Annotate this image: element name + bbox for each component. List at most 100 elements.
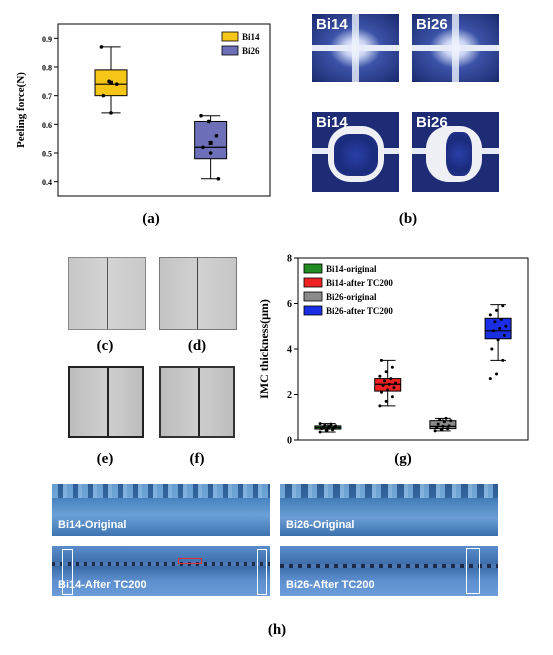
data-point: [488, 313, 492, 317]
box-Bi26-after TC200: [484, 317, 512, 340]
label-c: (c): [96, 338, 114, 354]
photo-e: [68, 366, 144, 438]
legend-label: Bi14-original: [326, 264, 377, 274]
data-point: [436, 422, 440, 426]
legend-swatch: [221, 31, 239, 42]
data-point: [323, 423, 327, 427]
data-point: [488, 377, 492, 381]
y-tick-label: 0.8: [42, 64, 52, 73]
data-point: [439, 428, 443, 432]
data-point: [379, 358, 383, 362]
photo-b-2-label: Bi26: [416, 16, 448, 33]
data-point: [324, 428, 328, 432]
data-point: [206, 119, 211, 124]
box-Bi26-original: [429, 420, 457, 430]
data-point: [331, 428, 335, 432]
chart-a: 0.4 0.5 0.6 0.7 0.8 0.9 Peeling force(N) Bi14 Bi…: [15, 23, 271, 197]
photo-f: [159, 366, 235, 438]
data-point: [501, 358, 505, 362]
legend-label: Bi14-after TC200: [326, 278, 393, 288]
data-point: [491, 329, 495, 333]
data-point: [446, 427, 450, 431]
data-point: [435, 425, 439, 429]
y-tick-label: 0.7: [42, 92, 52, 101]
micro-h-1-label: Bi14-Original: [58, 519, 127, 531]
label-g: (g): [394, 451, 412, 467]
chart-g: 0 2 4 6 8 IMC thickness(μm) Bi14-original Bi14-…: [257, 254, 529, 447]
data-point: [504, 324, 508, 328]
micro-h-4: Bi26-After TC200: [280, 546, 498, 596]
data-point: [381, 383, 385, 387]
data-point: [378, 374, 382, 378]
data-point: [433, 429, 437, 433]
data-point: [390, 395, 394, 399]
data-point: [394, 381, 397, 385]
photo-d: [159, 257, 237, 330]
data-point: [216, 177, 221, 181]
y-axis-label: Peeling force(N): [15, 72, 27, 148]
data-point: [392, 386, 396, 390]
micro-h-2-label: Bi26-Original: [286, 519, 355, 531]
legend-label: Bi26-after TC200: [326, 306, 393, 316]
data-point: [318, 430, 322, 434]
label-d: (d): [187, 338, 207, 354]
data-point: [379, 390, 383, 394]
data-point: [447, 424, 451, 428]
micro-h-2: Bi26-Original: [280, 484, 498, 536]
data-point: [444, 416, 448, 420]
data-point: [114, 82, 119, 86]
data-point: [438, 418, 442, 422]
y-tick-label: 2: [287, 390, 292, 401]
data-point: [387, 382, 391, 386]
micro-h-4-label: Bi26-After TC200: [286, 579, 375, 591]
data-point: [334, 424, 338, 428]
label-h: (h): [267, 622, 287, 638]
legend-swatch: [221, 45, 239, 56]
legend-swatch: [303, 291, 323, 302]
mean-marker: [208, 140, 213, 145]
y-tick-label: 4: [287, 345, 292, 356]
y-tick-label: 0.6: [42, 121, 52, 130]
photo-b-4: Bi26: [412, 112, 499, 192]
data-point: [383, 379, 387, 383]
photo-b-4-label: Bi26: [416, 114, 448, 131]
data-point: [109, 111, 113, 115]
data-point: [449, 419, 453, 423]
y-tick-label: 0.4: [42, 178, 52, 187]
legend-label: Bi14: [242, 32, 260, 42]
photo-b-3-label: Bi14: [316, 114, 348, 131]
label-b: (b): [398, 211, 418, 227]
data-point: [493, 320, 497, 324]
y-tick-label: 0: [287, 436, 292, 447]
label-e: (e): [96, 451, 114, 467]
data-point: [501, 304, 505, 308]
y-tick-label: 0.9: [42, 35, 52, 44]
micro-h-3: Bi14-After TC200: [52, 546, 270, 596]
legend-swatch: [303, 305, 323, 316]
data-point: [101, 93, 106, 98]
photo-b-1: Bi14: [312, 14, 399, 82]
photo-b-3: Bi14: [312, 112, 399, 192]
y-tick-label: 8: [287, 254, 292, 265]
photo-b-1-label: Bi14: [316, 16, 348, 33]
legend-swatch: [303, 277, 323, 288]
data-point: [321, 425, 325, 429]
data-point: [384, 370, 388, 374]
label-f: (f): [189, 451, 205, 467]
data-point: [495, 372, 499, 376]
y-axis-label: IMC thickness(μm): [257, 299, 271, 399]
micro-h-3-label: Bi14-After TC200: [58, 579, 147, 591]
data-point: [199, 113, 203, 118]
y-tick-label: 0.5: [42, 150, 52, 159]
data-point: [442, 420, 446, 424]
data-point: [99, 45, 104, 49]
photo-b-2: Bi26: [412, 14, 499, 82]
data-point: [384, 399, 388, 403]
plot-frame: [57, 23, 271, 197]
data-point: [441, 424, 445, 428]
data-point: [386, 388, 390, 392]
data-point: [499, 317, 503, 321]
data-point: [329, 422, 333, 426]
legend-label: Bi26: [242, 46, 260, 56]
data-point: [495, 308, 499, 312]
